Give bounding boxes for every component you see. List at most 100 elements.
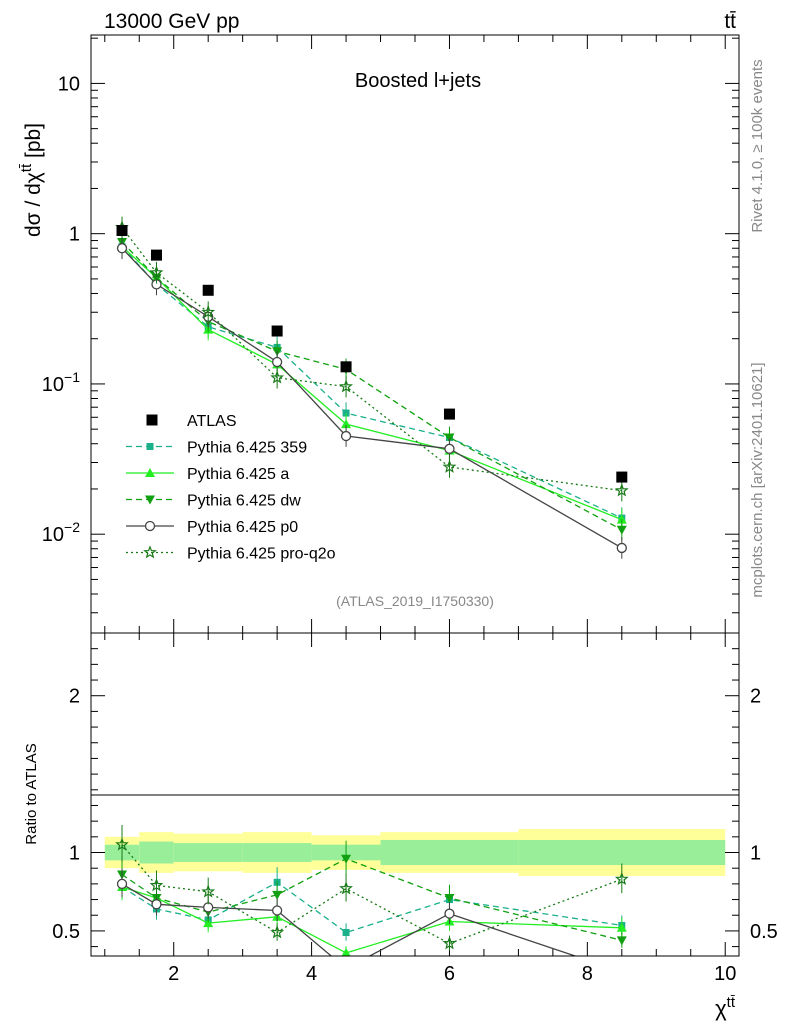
ratio-line xyxy=(121,883,578,956)
x-tick-labels: 2 4 6 8 10 xyxy=(168,963,736,985)
data-point xyxy=(444,433,455,443)
energy-label: 13000 GeV pp xyxy=(104,10,239,33)
ratio-y-axis-label: Ratio to ATLAS xyxy=(23,743,40,844)
ratio-line xyxy=(121,886,622,954)
main-axes: 10 1 10−1 10−2 xyxy=(42,35,739,956)
band-inner xyxy=(518,839,726,866)
ratio-point xyxy=(342,964,351,973)
y-tick-label-1: 1 xyxy=(69,224,80,246)
legend: ATLAS Pythia 6.425 359 Pythia 6.425 a Pythi… xyxy=(126,413,336,563)
data-point xyxy=(270,370,285,384)
ratio-point xyxy=(444,908,455,919)
legend-label: Pythia 6.425 a xyxy=(187,466,289,483)
mcplots-source-label: mcplots.cern.ch [arXiv:2401.10621] xyxy=(749,362,766,597)
legend-label: Pythia 6.425 p0 xyxy=(187,519,298,536)
band-inner xyxy=(173,843,243,862)
x-tick-label: 6 xyxy=(444,963,455,985)
chart-title: Boosted l+jets xyxy=(355,70,481,92)
series-1 xyxy=(117,235,627,531)
band-inner xyxy=(242,843,312,862)
data-point-atlas xyxy=(443,408,455,420)
legend-entry: Pythia 6.425 p0 xyxy=(126,519,298,536)
data-point-atlas xyxy=(116,224,128,236)
ratio-point xyxy=(616,936,627,946)
ratio-point xyxy=(270,925,285,939)
series-line xyxy=(121,241,623,531)
rivet-version-label: Rivet 4.1.0, ≥ 100k events xyxy=(749,59,766,232)
ratio-point xyxy=(614,871,629,886)
ratio-tick-label: 0.5 xyxy=(52,921,80,943)
ratio-tick-label: 1 xyxy=(69,843,80,865)
ratio-point xyxy=(271,905,283,916)
ratio-series-1 xyxy=(117,872,627,956)
x-tick-label: 10 xyxy=(714,963,736,985)
legend-entry: Pythia 6.425 a xyxy=(126,466,289,483)
ratio-point xyxy=(616,922,627,932)
data-point-atlas xyxy=(202,284,214,296)
data-point xyxy=(340,430,352,442)
ratio-tick-label-right: 0.5 xyxy=(750,921,778,943)
ratio-panel: 2 2 1 1 0.5 0.5 Ratio to ATLAS xyxy=(23,632,778,976)
data-point xyxy=(614,483,629,497)
data-point-atlas xyxy=(340,361,352,373)
ratio-series-4 xyxy=(115,824,629,951)
y-tick-label-0p1: 10−1 xyxy=(42,369,80,396)
data-point xyxy=(342,409,350,417)
ratio-tick-label: 2 xyxy=(69,686,80,708)
legend-marker xyxy=(143,545,157,559)
ratio-point xyxy=(115,837,129,851)
data-point xyxy=(616,525,627,535)
legend-entry: Pythia 6.425 dw xyxy=(126,493,301,510)
data-point-atlas xyxy=(150,249,162,261)
ratio-point xyxy=(116,878,128,890)
legend-label: Pythia 6.425 359 xyxy=(187,440,307,457)
legend-entry: ATLAS xyxy=(146,413,237,430)
data-point xyxy=(341,419,352,429)
band-inner xyxy=(380,839,519,866)
main-marks xyxy=(115,216,629,559)
reference-band xyxy=(104,828,726,877)
ratio-series-3 xyxy=(116,868,626,976)
ratio-point xyxy=(341,947,351,956)
ratio-point xyxy=(149,878,164,892)
main-frame xyxy=(90,34,740,634)
legend-marker xyxy=(144,520,156,532)
ratio-point xyxy=(617,967,626,976)
series-0 xyxy=(118,235,626,529)
data-point xyxy=(201,304,216,319)
main-panel: 10 1 10−1 10−2 Boosted l+jets (ATLAS_2019_I… xyxy=(18,34,740,956)
ratio-point xyxy=(342,928,350,936)
series-atlas xyxy=(116,224,628,483)
process-label: tt̄ xyxy=(724,10,736,33)
ratio-point xyxy=(272,890,283,900)
legend-label: ATLAS xyxy=(187,413,237,430)
series-4 xyxy=(115,216,629,502)
x-tick-label: 8 xyxy=(582,963,593,985)
ratio-axes: 2 2 1 1 0.5 0.5 xyxy=(52,648,778,948)
ratio-point xyxy=(444,893,455,903)
y-tick-label-10: 10 xyxy=(58,73,80,95)
data-point xyxy=(339,379,354,393)
legend-entry: Pythia 6.425 pro-q2o xyxy=(126,545,336,563)
y-axis-label: dσ / dχtt̄ [pb] xyxy=(18,123,45,237)
band-inner xyxy=(139,841,174,864)
ratio-point xyxy=(151,899,162,910)
data-point xyxy=(149,265,164,279)
data-point xyxy=(442,459,457,473)
y-tick-label-0p01: 10−2 xyxy=(42,519,80,546)
legend-marker xyxy=(145,495,155,505)
x-tick-label: 2 xyxy=(168,963,179,985)
data-point xyxy=(444,443,455,454)
ratio-series-0 xyxy=(118,867,626,941)
ratio-point xyxy=(203,918,214,928)
data-point xyxy=(116,243,128,254)
x-axis-label: χtt̄ xyxy=(715,994,736,1021)
ratio-tick-label-right: 2 xyxy=(750,686,761,708)
ratio-point xyxy=(201,884,216,898)
analysis-id: (ATLAS_2019_I1750330) xyxy=(336,593,494,609)
data-point xyxy=(616,542,627,554)
legend-marker xyxy=(146,443,154,450)
ratio-frame xyxy=(90,632,740,957)
legend-entry: Pythia 6.425 359 xyxy=(126,440,307,457)
